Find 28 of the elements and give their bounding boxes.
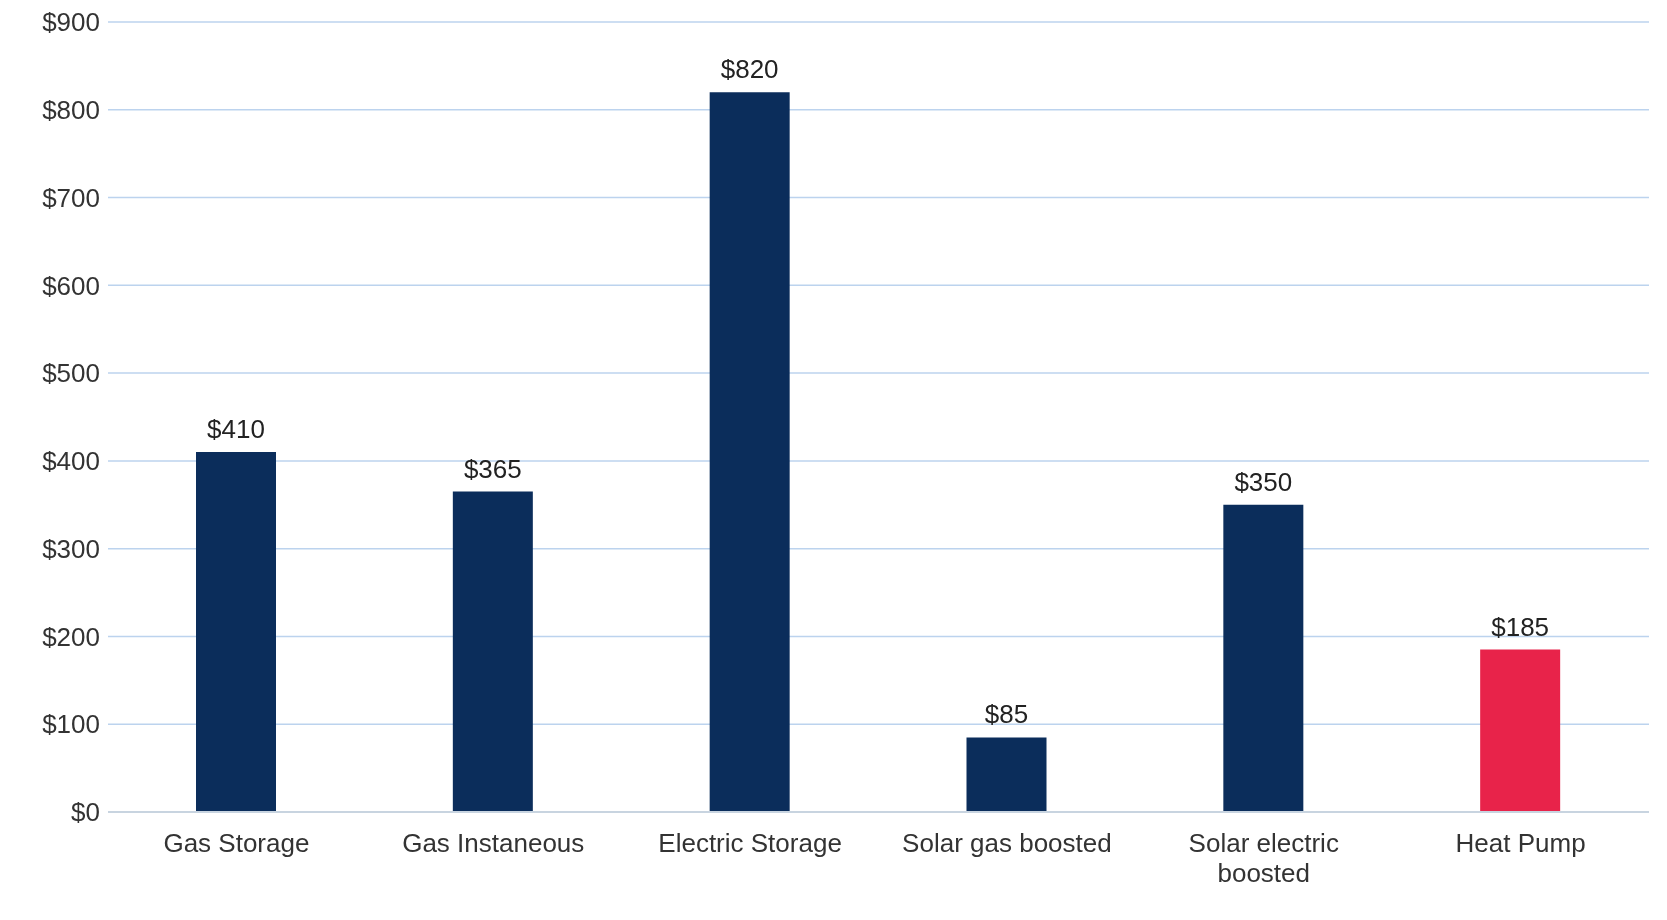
x-tick-label: Gas Instaneous xyxy=(402,828,585,858)
data-label: $85 xyxy=(984,699,1029,730)
bar xyxy=(196,452,276,812)
y-tick-label: $500 xyxy=(42,358,100,389)
y-tick-label: $700 xyxy=(42,182,100,213)
y-tick-label: $200 xyxy=(42,621,100,652)
y-tick-label: $800 xyxy=(42,95,100,126)
x-tick-label: Solar gas boosted xyxy=(902,828,1112,858)
bar xyxy=(966,737,1047,812)
y-tick-label: $100 xyxy=(42,709,100,740)
data-label: $185 xyxy=(1491,611,1550,642)
y-tick-label: $400 xyxy=(42,446,100,477)
bar xyxy=(1480,649,1561,812)
y-tick-label: $0 xyxy=(71,797,100,828)
x-tick-label: Electric Storage xyxy=(658,828,842,858)
data-label: $365 xyxy=(463,453,522,484)
bar xyxy=(1223,504,1304,812)
data-label: $350 xyxy=(1234,466,1293,497)
y-tick-label: $600 xyxy=(42,270,100,301)
data-label: $820 xyxy=(720,54,779,85)
bar xyxy=(452,491,533,812)
y-tick-label: $300 xyxy=(42,533,100,564)
x-tick-label: Solar electric boosted xyxy=(1188,828,1339,888)
x-tick-label: Gas Storage xyxy=(163,828,310,858)
bar xyxy=(709,92,790,812)
y-tick-label: $900 xyxy=(42,7,100,38)
x-tick-label: Heat Pump xyxy=(1455,828,1586,858)
data-label: $410 xyxy=(207,414,265,445)
